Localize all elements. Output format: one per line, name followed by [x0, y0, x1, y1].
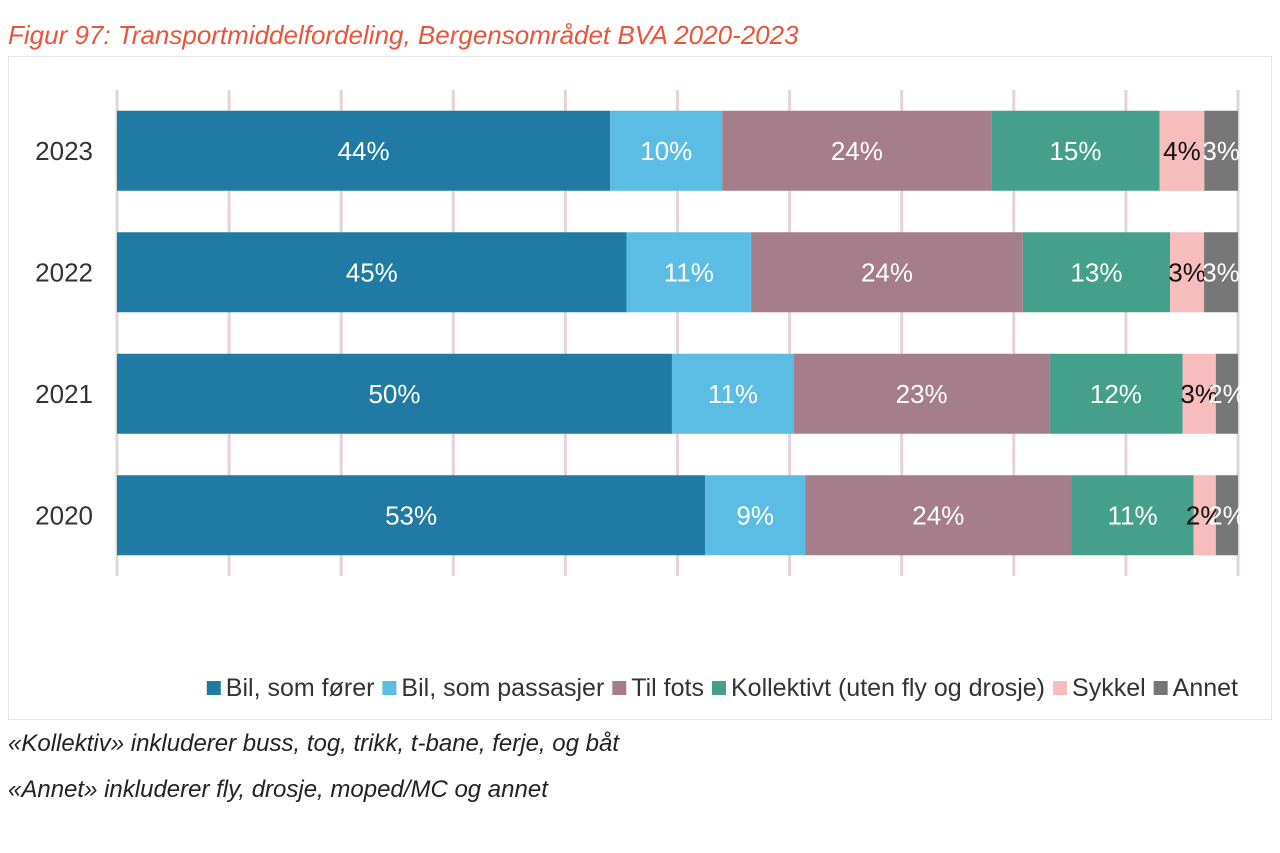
legend-swatch — [382, 681, 397, 695]
bar-segment — [1049, 353, 1183, 434]
bar-segment — [1170, 232, 1205, 313]
data-label: 3% — [1168, 257, 1206, 287]
bar-segment — [1204, 110, 1238, 191]
note-annet: «Annet» inkluderer fly, drosje, moped/MC… — [8, 776, 548, 803]
data-label: 15% — [1049, 136, 1101, 166]
data-label: 2% — [1208, 500, 1246, 530]
note-kollektiv: «Kollektiv» inkluderer buss, tog, trikk,… — [8, 730, 619, 757]
bar-segment — [117, 110, 611, 191]
legend-label: Annet — [1173, 674, 1238, 702]
data-label: 11% — [1108, 500, 1158, 530]
bar-segment — [1215, 353, 1238, 434]
legend-swatch — [206, 681, 221, 695]
legend-label: Bil, som fører — [226, 674, 375, 702]
bar-segment — [117, 232, 627, 313]
bar-segment — [1182, 353, 1216, 434]
data-label: 9% — [736, 500, 774, 530]
data-label: 24% — [831, 136, 883, 166]
category-label: 2023 — [35, 136, 93, 166]
legend-label: Bil, som passasjer — [401, 674, 604, 702]
bar-segment — [671, 353, 795, 434]
data-label: 50% — [368, 379, 420, 409]
figure-title: Figur 97: Transportmiddelfordeling, Berg… — [8, 20, 799, 50]
data-label: 13% — [1070, 257, 1122, 287]
data-label: 44% — [338, 136, 390, 166]
legend-swatch — [1153, 681, 1168, 695]
legend-label: Til fots — [631, 674, 704, 702]
legend-swatch — [612, 681, 627, 695]
bar-segment — [1159, 110, 1205, 191]
legend-label: Sykkel — [1072, 674, 1146, 702]
bar-segment — [991, 110, 1160, 191]
legend-label: Kollektivt (uten fly og drosje) — [731, 674, 1045, 702]
bar-segment — [610, 110, 723, 191]
data-label: 24% — [861, 257, 913, 287]
bar-segment — [722, 110, 992, 191]
data-label: 4% — [1163, 136, 1201, 166]
category-label: 2020 — [35, 500, 93, 530]
legend-swatch — [711, 681, 726, 695]
data-label: 53% — [385, 500, 437, 530]
data-label: 10% — [640, 136, 692, 166]
category-label: 2022 — [35, 257, 93, 287]
bar-segment — [1204, 232, 1238, 313]
bar-segment — [626, 232, 752, 313]
data-label: 24% — [912, 500, 964, 530]
data-label: 3% — [1180, 379, 1218, 409]
data-label: 11% — [708, 379, 758, 409]
data-label: 12% — [1090, 379, 1142, 409]
bar-segment — [794, 353, 1050, 434]
bar-segment — [1071, 475, 1194, 556]
bar-segment — [1193, 475, 1216, 556]
bar-segment — [1022, 232, 1171, 313]
stacked-bar-chart: 2023 44% 10% 24% 15% 4% 3%2022 45% 11% 24% 13% 3%3%… — [35, 90, 1246, 702]
bar-segment — [1215, 475, 1238, 556]
bar-segment — [805, 475, 1072, 556]
data-label: 3% — [1202, 257, 1240, 287]
data-label: 45% — [346, 257, 398, 287]
bar-segment — [751, 232, 1023, 313]
bar-segment — [117, 353, 672, 434]
data-label: 23% — [896, 379, 948, 409]
data-label: 2% — [1208, 379, 1246, 409]
legend-swatch — [1053, 681, 1068, 695]
bar-segment — [705, 475, 806, 556]
data-label: 3% — [1202, 136, 1240, 166]
data-label: 11% — [664, 257, 714, 287]
category-label: 2021 — [35, 379, 93, 409]
bar-segment — [117, 475, 706, 556]
